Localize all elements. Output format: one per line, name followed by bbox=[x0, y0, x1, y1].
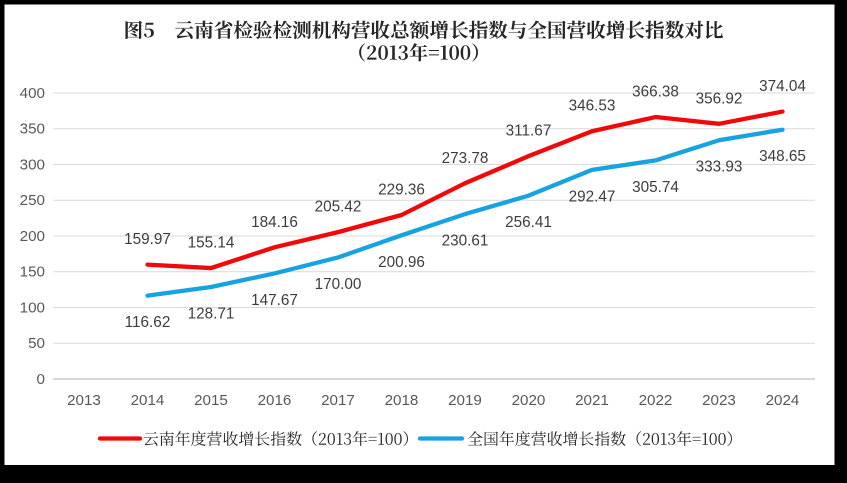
svg-text:150: 150 bbox=[20, 264, 45, 281]
svg-text:2017: 2017 bbox=[321, 392, 355, 409]
svg-text:0: 0 bbox=[37, 371, 45, 388]
svg-text:155.14: 155.14 bbox=[188, 235, 235, 252]
svg-text:250: 250 bbox=[20, 192, 45, 209]
svg-text:128.71: 128.71 bbox=[188, 305, 235, 322]
svg-text:147.67: 147.67 bbox=[251, 292, 298, 309]
svg-text:100: 100 bbox=[20, 299, 45, 316]
svg-text:2024: 2024 bbox=[766, 392, 800, 409]
svg-text:2016: 2016 bbox=[258, 392, 292, 409]
svg-text:2018: 2018 bbox=[385, 392, 419, 409]
svg-text:159.97: 159.97 bbox=[124, 231, 171, 248]
svg-text:333.93: 333.93 bbox=[696, 159, 743, 176]
svg-text:2013: 2013 bbox=[67, 392, 101, 409]
svg-text:2022: 2022 bbox=[639, 392, 673, 409]
svg-text:356.92: 356.92 bbox=[696, 90, 743, 107]
svg-text:2019: 2019 bbox=[448, 392, 482, 409]
svg-text:2020: 2020 bbox=[512, 392, 546, 409]
svg-text:346.53: 346.53 bbox=[569, 98, 616, 115]
svg-text:116.62: 116.62 bbox=[125, 314, 171, 331]
svg-text:311.67: 311.67 bbox=[506, 123, 552, 140]
svg-text:305.74: 305.74 bbox=[632, 179, 679, 196]
svg-text:2021: 2021 bbox=[575, 392, 609, 409]
svg-text:2015: 2015 bbox=[194, 392, 228, 409]
svg-text:273.78: 273.78 bbox=[442, 150, 489, 167]
svg-text:374.04: 374.04 bbox=[759, 78, 806, 95]
svg-text:184.16: 184.16 bbox=[251, 214, 298, 231]
svg-text:230.61: 230.61 bbox=[442, 233, 489, 250]
svg-text:2023: 2023 bbox=[702, 392, 736, 409]
svg-text:205.42: 205.42 bbox=[315, 199, 362, 216]
svg-text:366.38: 366.38 bbox=[632, 84, 679, 101]
svg-text:2014: 2014 bbox=[131, 392, 165, 409]
svg-text:400: 400 bbox=[20, 85, 45, 102]
svg-text:170.00: 170.00 bbox=[315, 276, 362, 293]
svg-text:256.41: 256.41 bbox=[505, 214, 552, 231]
svg-text:50: 50 bbox=[28, 335, 45, 352]
svg-text:200: 200 bbox=[20, 228, 45, 245]
svg-text:350: 350 bbox=[20, 121, 45, 138]
svg-text:200.96: 200.96 bbox=[378, 254, 425, 271]
svg-text:348.65: 348.65 bbox=[759, 148, 806, 165]
svg-text:229.36: 229.36 bbox=[378, 182, 425, 199]
svg-text:300: 300 bbox=[20, 156, 45, 173]
svg-text:292.47: 292.47 bbox=[569, 188, 616, 205]
